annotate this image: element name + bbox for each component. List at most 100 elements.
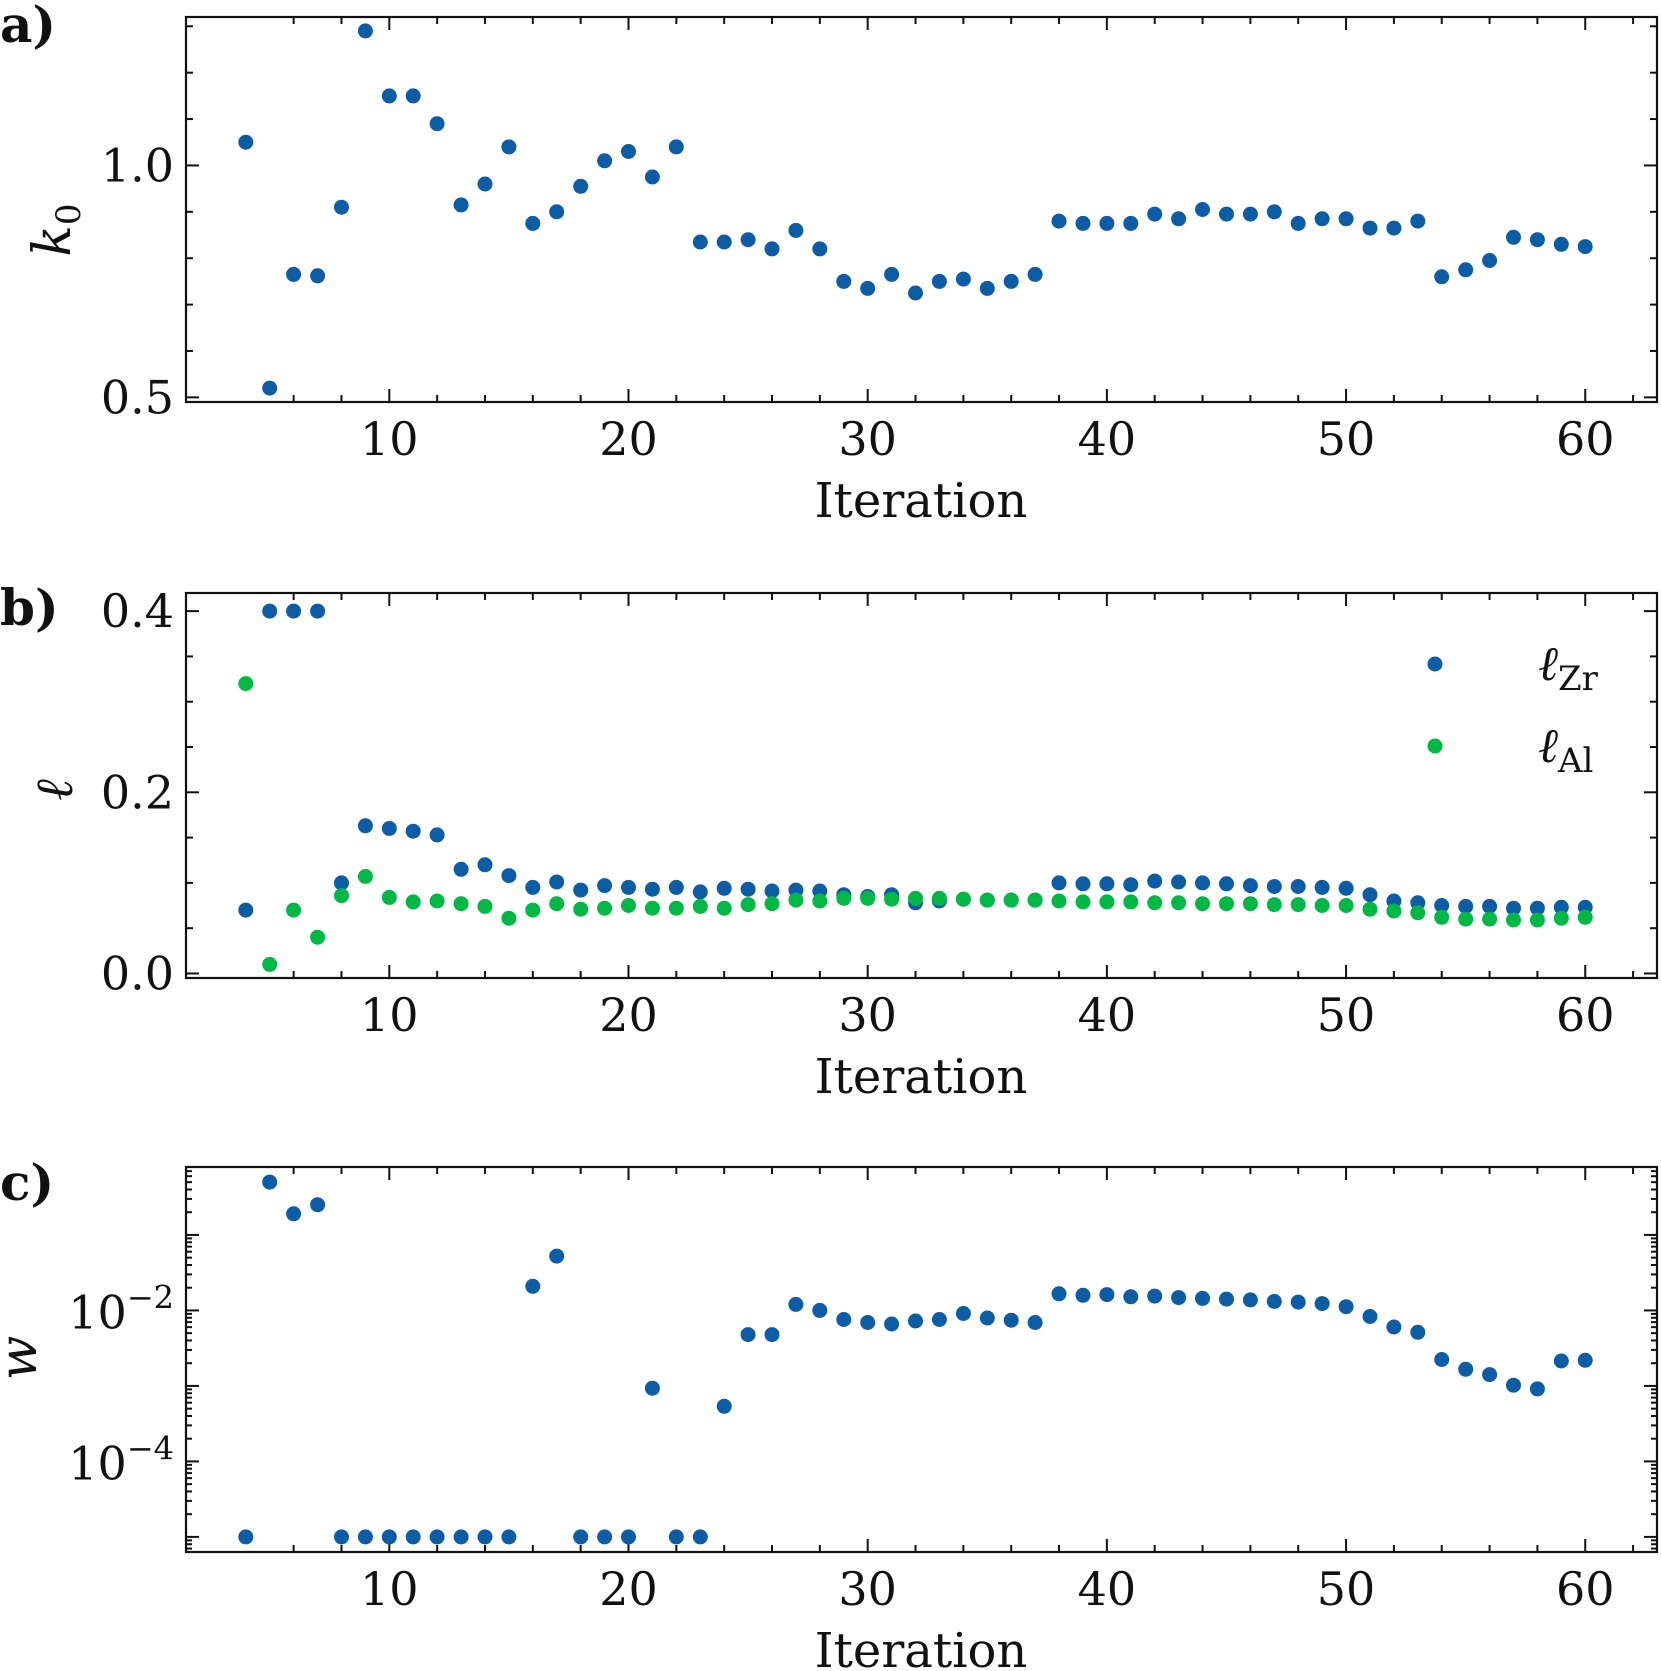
data-point	[1577, 909, 1593, 925]
data-point	[525, 215, 541, 231]
data-point	[1123, 215, 1139, 231]
y-axis-label: ℓ	[25, 779, 85, 801]
data-point	[979, 892, 995, 908]
data-point	[597, 900, 613, 916]
data-point	[1219, 206, 1234, 222]
data-point	[262, 956, 278, 972]
plot-frame	[184, 591, 1659, 980]
data-point	[1362, 901, 1378, 917]
x-tick-label: 30	[838, 412, 897, 466]
data-point	[1506, 912, 1521, 928]
data-point	[405, 88, 421, 104]
data-point	[1386, 903, 1402, 919]
data-point	[525, 879, 541, 895]
data-point	[238, 1529, 254, 1545]
data-point	[238, 134, 254, 150]
data-point	[525, 1278, 541, 1294]
ticks: 10 20 30 40 50 60 10−2 10−4	[68, 1167, 1657, 1616]
data-point	[1386, 220, 1402, 236]
data-point	[788, 892, 804, 908]
data-point	[812, 1302, 828, 1318]
data-point	[716, 234, 732, 250]
data-point	[1051, 893, 1067, 909]
x-tick-label: 60	[1556, 988, 1615, 1042]
data-point	[1290, 215, 1306, 231]
data-point	[1242, 206, 1258, 222]
data-point	[1051, 875, 1067, 891]
data-point	[621, 1529, 636, 1545]
data-point	[860, 890, 876, 906]
data-point	[1290, 897, 1306, 913]
data-point	[1506, 900, 1521, 916]
data-point	[381, 821, 397, 836]
data-point	[549, 874, 565, 890]
data-point	[310, 603, 326, 619]
data-point	[860, 280, 876, 296]
data-point	[381, 88, 397, 104]
data-point	[692, 884, 708, 900]
panel-tag: a)	[0, 0, 56, 54]
data-point	[1147, 206, 1163, 222]
data-point	[1266, 879, 1282, 894]
x-tick-label: 10	[360, 988, 419, 1042]
ticks: 10 20 30 40 50 60 0.0 0.2 0.4	[101, 584, 1657, 1042]
data-point	[1123, 877, 1139, 893]
data-point	[692, 234, 708, 250]
data-point	[1242, 878, 1258, 894]
data-point	[1003, 1312, 1019, 1328]
data-point	[1171, 895, 1187, 911]
data-point	[1290, 1294, 1306, 1310]
data-point	[453, 896, 469, 912]
data-point	[453, 1529, 469, 1545]
data-point	[1314, 211, 1330, 227]
y-axis-label: k0	[23, 203, 89, 256]
data-point	[716, 880, 732, 896]
x-tick-label: 60	[1556, 1562, 1615, 1616]
data-point	[621, 144, 636, 159]
data-point	[1123, 1289, 1139, 1305]
data-point	[477, 1529, 493, 1545]
data-point	[549, 1248, 565, 1264]
data-point	[357, 1529, 373, 1545]
data-point	[764, 241, 780, 257]
data-point	[1458, 898, 1474, 914]
data-point	[1171, 874, 1187, 890]
x-tick-label: 20	[599, 412, 658, 466]
data-point	[1506, 229, 1521, 245]
x-tick-label: 20	[599, 1562, 658, 1616]
data-point	[1482, 898, 1498, 914]
y-tick-label: 0.4	[101, 584, 174, 638]
data-point	[429, 1529, 445, 1545]
data-point	[884, 891, 900, 907]
data-point	[334, 1529, 349, 1545]
data-point	[740, 881, 756, 897]
data-point	[764, 883, 780, 899]
y-tick-label: 0.5	[101, 370, 174, 424]
data-point	[334, 888, 349, 904]
data-point	[286, 1206, 302, 1222]
data-point	[716, 900, 732, 916]
data-point	[644, 900, 660, 916]
data-point	[286, 603, 302, 619]
data-point	[429, 827, 445, 843]
data-point	[1529, 232, 1545, 248]
data-point	[692, 898, 708, 914]
data-point	[1577, 239, 1593, 255]
data-point	[573, 178, 589, 194]
data-point	[597, 1529, 613, 1545]
data-point	[453, 861, 469, 877]
panel-tag: b)	[0, 578, 59, 637]
data-point	[1338, 1299, 1354, 1315]
data-point	[955, 1306, 971, 1321]
data-point	[1529, 912, 1545, 928]
data-point	[262, 1174, 278, 1190]
data-point	[621, 898, 636, 913]
data-point	[1123, 894, 1139, 910]
data-point	[1529, 900, 1545, 916]
data-point	[1171, 1290, 1187, 1306]
data-point	[1195, 896, 1210, 912]
data-point	[1506, 1377, 1521, 1393]
x-tick-label: 30	[838, 988, 897, 1042]
data-point	[429, 116, 445, 132]
